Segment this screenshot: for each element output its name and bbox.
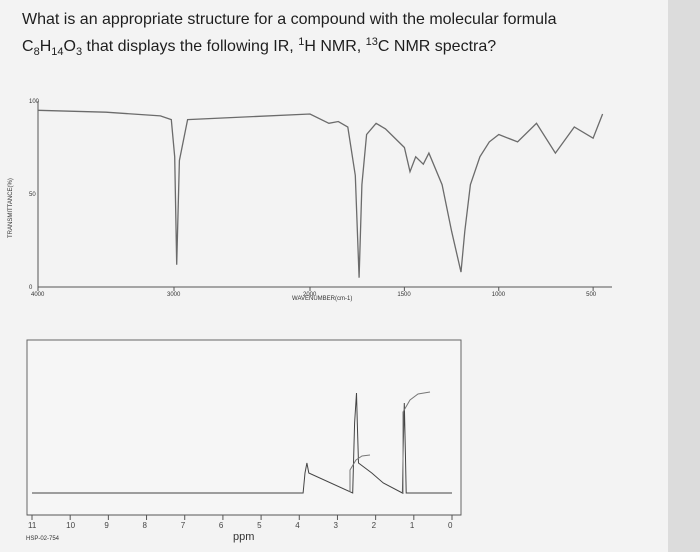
- nmr-x-tick-label: 4: [295, 521, 300, 530]
- h-nmr-text: H NMR,: [304, 38, 366, 55]
- nmr-plot-frame: [26, 339, 462, 516]
- nmr-x-tick-label: 1: [410, 521, 415, 530]
- formula-c-count: 8: [33, 46, 40, 58]
- h-nmr-superscript: 1: [298, 36, 305, 48]
- ir-x-tick-label: 1500: [397, 292, 411, 298]
- nmr-x-tick-label: 11: [28, 521, 37, 530]
- question-line-1: What is an appropriate structure for a c…: [22, 11, 557, 28]
- page-edge: [668, 0, 700, 552]
- question-text: What is an appropriate structure for a c…: [22, 6, 662, 60]
- ir-x-ticks: 4000 3000 2000 1500 1000 500: [31, 287, 597, 298]
- ir-y-ticks: 100 50 0: [29, 99, 40, 291]
- formula-h: H: [39, 38, 52, 55]
- c-nmr-superscript: 13: [365, 36, 378, 48]
- nmr-x-tick-label: 0: [448, 521, 453, 530]
- nmr-source-label: HSP-02-754: [26, 536, 60, 542]
- nmr-x-tick-label: 2: [372, 521, 377, 530]
- nmr-x-tick-label: 9: [104, 521, 109, 530]
- nmr-x-axis-label: ppm: [233, 531, 254, 543]
- ir-y-tick-label: 0: [29, 285, 33, 291]
- nmr-integration-curve-1: [349, 454, 371, 492]
- nmr-x-tick-label: 3: [333, 521, 338, 530]
- formula-h-count: 14: [51, 46, 64, 58]
- ir-x-tick-label: 2000: [303, 292, 317, 298]
- ir-x-tick-label: 1000: [492, 292, 506, 298]
- ir-x-tick-label: 500: [586, 292, 597, 298]
- nmr-x-tick-label: 5: [257, 521, 262, 530]
- ir-x-tick-label: 4000: [31, 292, 45, 298]
- nmr-x-tick-label: 10: [66, 521, 75, 530]
- nmr-x-ticks: 11 10 9 8 7 6 5 4 3 2 1 0: [28, 515, 453, 530]
- ir-x-axis-label: WAVENUMBER(cm-1): [292, 296, 352, 302]
- nmr-spectrum-line: [32, 392, 452, 494]
- formula-o-count: 3: [75, 46, 83, 58]
- ir-y-tick-label: 50: [29, 192, 36, 198]
- ir-y-axis-label: TRANSMITTANCE(%): [8, 178, 14, 238]
- question-line-2-text: that displays the following IR,: [82, 38, 299, 55]
- nmr-x-tick-label: 8: [143, 521, 148, 530]
- question-line-2: C8H14O3 that displays the following IR, …: [22, 33, 662, 60]
- nmr-integration-curve-2: [402, 391, 431, 494]
- formula-c: C: [22, 38, 34, 55]
- formula-o: O: [63, 38, 76, 55]
- ir-y-tick-label: 100: [29, 99, 40, 105]
- nmr-x-tick-label: 7: [181, 521, 186, 530]
- ir-x-tick-label: 3000: [167, 292, 181, 298]
- c-nmr-text: C NMR spectra?: [377, 38, 497, 55]
- nmr-x-tick-label: 6: [219, 521, 224, 530]
- ir-transmittance-line: [37, 109, 604, 278]
